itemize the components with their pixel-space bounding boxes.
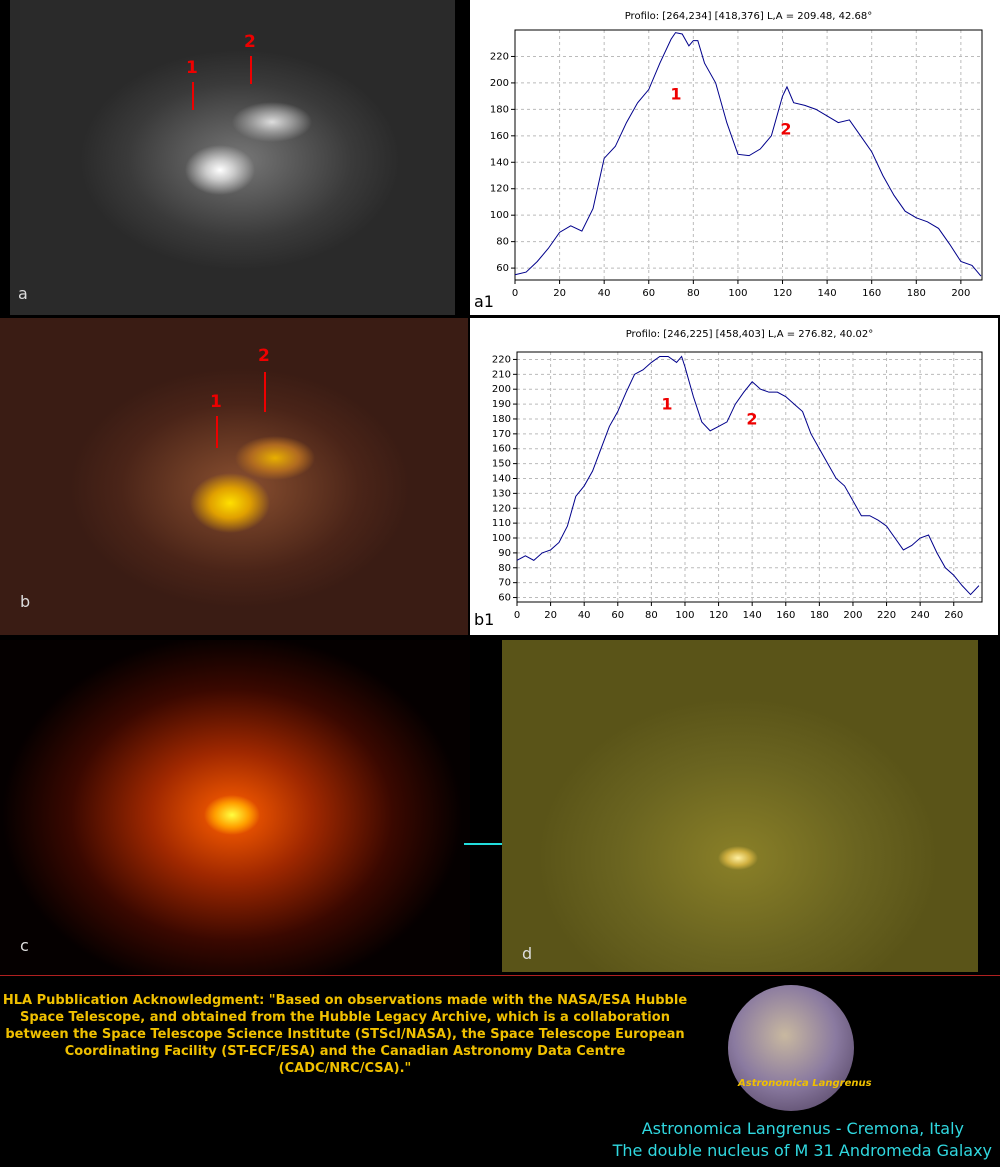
y-tick-label: 220: [490, 51, 509, 62]
x-tick-label: 20: [544, 610, 557, 621]
x-tick-label: 20: [553, 288, 566, 299]
y-tick-label: 60: [496, 263, 509, 274]
y-tick-label: 110: [492, 518, 511, 529]
x-tick-label: 140: [818, 288, 837, 299]
y-tick-label: 160: [492, 444, 511, 455]
y-tick-label: 200: [490, 78, 509, 89]
marker-line: [216, 416, 218, 448]
x-tick-label: 200: [843, 610, 862, 621]
x-tick-label: 40: [578, 610, 591, 621]
image-d: [502, 640, 978, 972]
x-tick-label: 0: [512, 288, 518, 299]
y-tick-label: 200: [492, 384, 511, 395]
panel-label: c: [20, 936, 29, 955]
x-tick-label: 140: [743, 610, 762, 621]
x-tick-label: 60: [642, 288, 655, 299]
x-tick-label: 180: [907, 288, 926, 299]
marker-line: [264, 372, 266, 412]
image-c: [0, 640, 470, 975]
y-tick-label: 100: [490, 210, 509, 221]
panel-label: a: [18, 284, 28, 303]
x-tick-label: 260: [944, 610, 963, 621]
x-tick-label: 100: [728, 288, 747, 299]
y-tick-label: 130: [492, 488, 511, 499]
plot-frame: [514, 29, 983, 281]
credit-line: Astronomica Langrenus - Cremona, Italy: [641, 1119, 964, 1138]
x-tick-label: 0: [514, 610, 520, 621]
x-tick-label: 80: [687, 288, 700, 299]
y-tick-label: 80: [496, 237, 509, 248]
y-tick-label: 160: [490, 131, 509, 142]
chart-background: [470, 318, 998, 635]
image-b: [0, 318, 468, 635]
y-tick-label: 100: [492, 533, 511, 544]
annotation: 2: [746, 410, 757, 429]
chart-title: Profilo: [246,225] [458,403] L,A = 276.8…: [626, 329, 874, 340]
marker-line: [192, 82, 194, 110]
x-tick-label: 60: [611, 610, 624, 621]
y-tick-label: 120: [490, 184, 509, 195]
y-tick-label: 120: [492, 503, 511, 514]
profile-line: [516, 355, 980, 596]
panel-label: b1: [474, 610, 495, 629]
acknowledgment: HLA Pubblication Acknowledgment: "Based …: [2, 993, 688, 1076]
annotation: 1: [661, 395, 672, 414]
x-tick-label: 180: [810, 610, 829, 621]
panel-label: a1: [474, 292, 494, 311]
annotation: 1: [670, 85, 681, 104]
separator: [0, 975, 1000, 976]
x-tick-label: 160: [776, 610, 795, 621]
profile-line: [514, 32, 982, 277]
y-tick-label: 190: [492, 399, 511, 410]
y-tick-label: 170: [492, 429, 511, 440]
image-marker: 2: [244, 32, 256, 52]
x-tick-label: 80: [645, 610, 658, 621]
y-tick-label: 220: [492, 354, 511, 365]
y-tick-label: 140: [492, 473, 511, 484]
annotation: 2: [780, 120, 791, 139]
x-tick-label: 100: [675, 610, 694, 621]
y-tick-label: 90: [498, 548, 511, 559]
image-marker: 2: [258, 346, 270, 366]
x-tick-label: 160: [862, 288, 881, 299]
marker-line: [250, 56, 252, 84]
image-a: [10, 0, 455, 315]
panel-label: b: [20, 592, 31, 611]
x-tick-label: 220: [877, 610, 896, 621]
x-tick-label: 200: [951, 288, 970, 299]
x-tick-label: 120: [709, 610, 728, 621]
image-marker: 1: [186, 58, 198, 78]
logo: [728, 985, 854, 1111]
image-marker: 1: [210, 392, 222, 412]
y-tick-label: 80: [498, 563, 511, 574]
chart-background: [470, 0, 1000, 315]
y-tick-label: 150: [492, 459, 511, 470]
chart: Profilo: [264,234] [418,376] L,A = 209.4…: [470, 0, 1000, 315]
y-tick-label: 180: [492, 414, 511, 425]
x-tick-label: 120: [773, 288, 792, 299]
plot-frame: [516, 351, 983, 603]
chart-title: Profilo: [264,234] [418,376] L,A = 209.4…: [625, 11, 873, 22]
chart: Profilo: [246,225] [458,403] L,A = 276.8…: [470, 318, 998, 635]
y-tick-label: 180: [490, 104, 509, 115]
x-tick-label: 240: [911, 610, 930, 621]
y-tick-label: 70: [498, 578, 511, 589]
panel-label: d: [522, 944, 533, 963]
y-tick-label: 140: [490, 157, 509, 168]
y-tick-label: 210: [492, 369, 511, 380]
y-tick-label: 60: [498, 593, 511, 604]
credit-line: The double nucleus of M 31 Andromeda Gal…: [612, 1141, 992, 1160]
logo-text: Astronomica Langrenus: [738, 1078, 872, 1089]
x-tick-label: 40: [598, 288, 611, 299]
